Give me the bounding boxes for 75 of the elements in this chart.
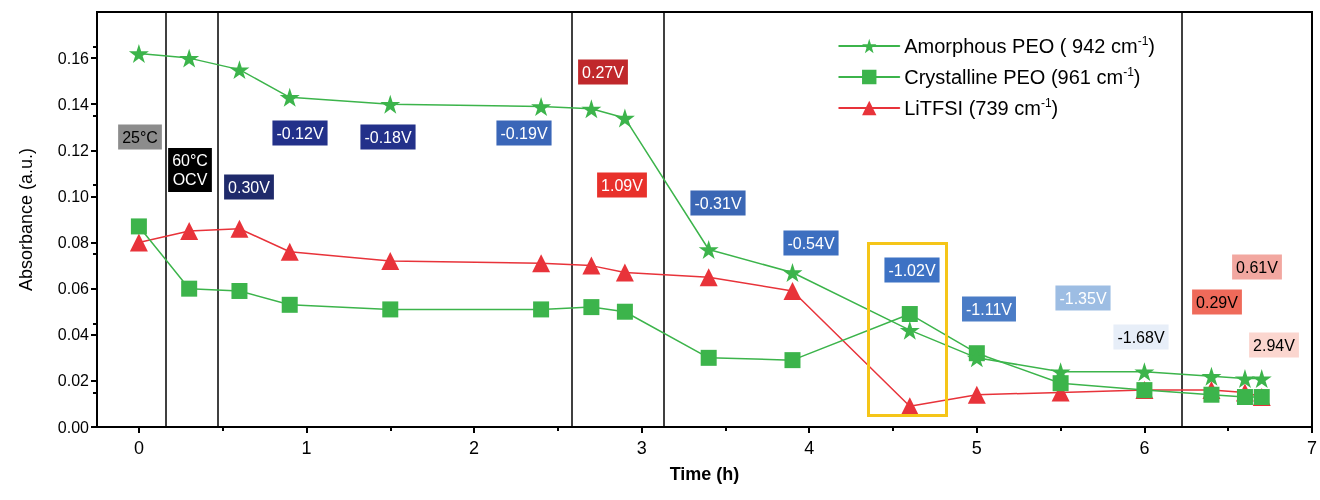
point — [1236, 389, 1253, 406]
annotation: 25°C — [122, 128, 158, 146]
annotation: 1.09V — [601, 176, 644, 194]
annotation: -0.12V — [276, 124, 324, 142]
point — [382, 301, 399, 318]
point — [531, 97, 552, 117]
point — [615, 263, 634, 282]
point — [582, 256, 601, 275]
point — [231, 282, 248, 299]
annotation: 2.94V — [1253, 336, 1296, 354]
y-tick-label: 0.14 — [57, 95, 90, 113]
y-tick-label: 0.08 — [57, 234, 90, 252]
point — [1203, 386, 1220, 403]
point — [281, 296, 298, 313]
point — [533, 301, 550, 318]
point — [179, 48, 200, 68]
point — [130, 218, 147, 235]
annotation: -0.18V — [364, 128, 412, 146]
point — [899, 320, 920, 340]
annotation: -1.11V — [966, 300, 1013, 318]
x-tick-label: 5 — [971, 438, 982, 458]
point — [1134, 362, 1155, 382]
y-tick-label: 0.04 — [57, 326, 90, 344]
x-tick-label: 3 — [636, 438, 647, 458]
y-tick-label: 0.16 — [57, 49, 90, 67]
point — [581, 99, 602, 119]
point — [1201, 366, 1222, 386]
point — [901, 306, 918, 323]
annotation: 0.29V — [1196, 293, 1239, 311]
point — [616, 303, 633, 320]
x-tick-label: 4 — [804, 438, 815, 458]
y-tick-label: 0.10 — [57, 187, 90, 205]
point — [280, 242, 299, 261]
x-tick-label: 7 — [1306, 438, 1317, 458]
point — [1251, 369, 1272, 389]
y-tick-label: 0.00 — [57, 418, 90, 436]
annotation: -0.19V — [500, 124, 548, 142]
point — [381, 252, 400, 270]
annotation: 60°C OCV — [172, 152, 208, 188]
y-tick-label: 0.06 — [57, 280, 90, 298]
x-tick-label: 0 — [133, 438, 144, 458]
annotation: 0.27V — [582, 63, 625, 81]
annotation: -1.02V — [888, 261, 936, 279]
y-axis-title: Absorbance (a.u.) — [16, 147, 36, 292]
y-tick-label: 0.12 — [57, 141, 90, 159]
point — [128, 44, 149, 63]
annotation: -1.68V — [1117, 328, 1165, 346]
point — [129, 233, 148, 252]
y-tick-label: 0.02 — [57, 372, 90, 390]
point — [784, 352, 801, 369]
x-tick-label: 2 — [469, 438, 480, 458]
point — [181, 280, 198, 297]
point — [229, 60, 250, 80]
point — [1234, 369, 1255, 389]
annotation: -0.54V — [787, 234, 835, 252]
x-tick-label: 1 — [301, 438, 312, 458]
annotation: -1.35V — [1059, 289, 1107, 307]
point — [614, 108, 635, 128]
point — [230, 219, 249, 238]
x-tick-label: 6 — [1139, 438, 1150, 458]
point — [783, 281, 802, 300]
point — [698, 239, 719, 259]
x-axis-title: Time (h) — [669, 464, 740, 484]
annotation: 0.61V — [1236, 258, 1279, 276]
point — [532, 254, 551, 273]
point — [180, 222, 199, 241]
point — [782, 263, 803, 283]
annotation: 0.30V — [228, 178, 271, 196]
point — [699, 268, 718, 287]
point — [583, 299, 600, 316]
point — [967, 385, 986, 404]
point — [380, 94, 401, 114]
point — [279, 87, 300, 107]
annotation: -0.31V — [694, 194, 742, 212]
point — [700, 349, 717, 366]
